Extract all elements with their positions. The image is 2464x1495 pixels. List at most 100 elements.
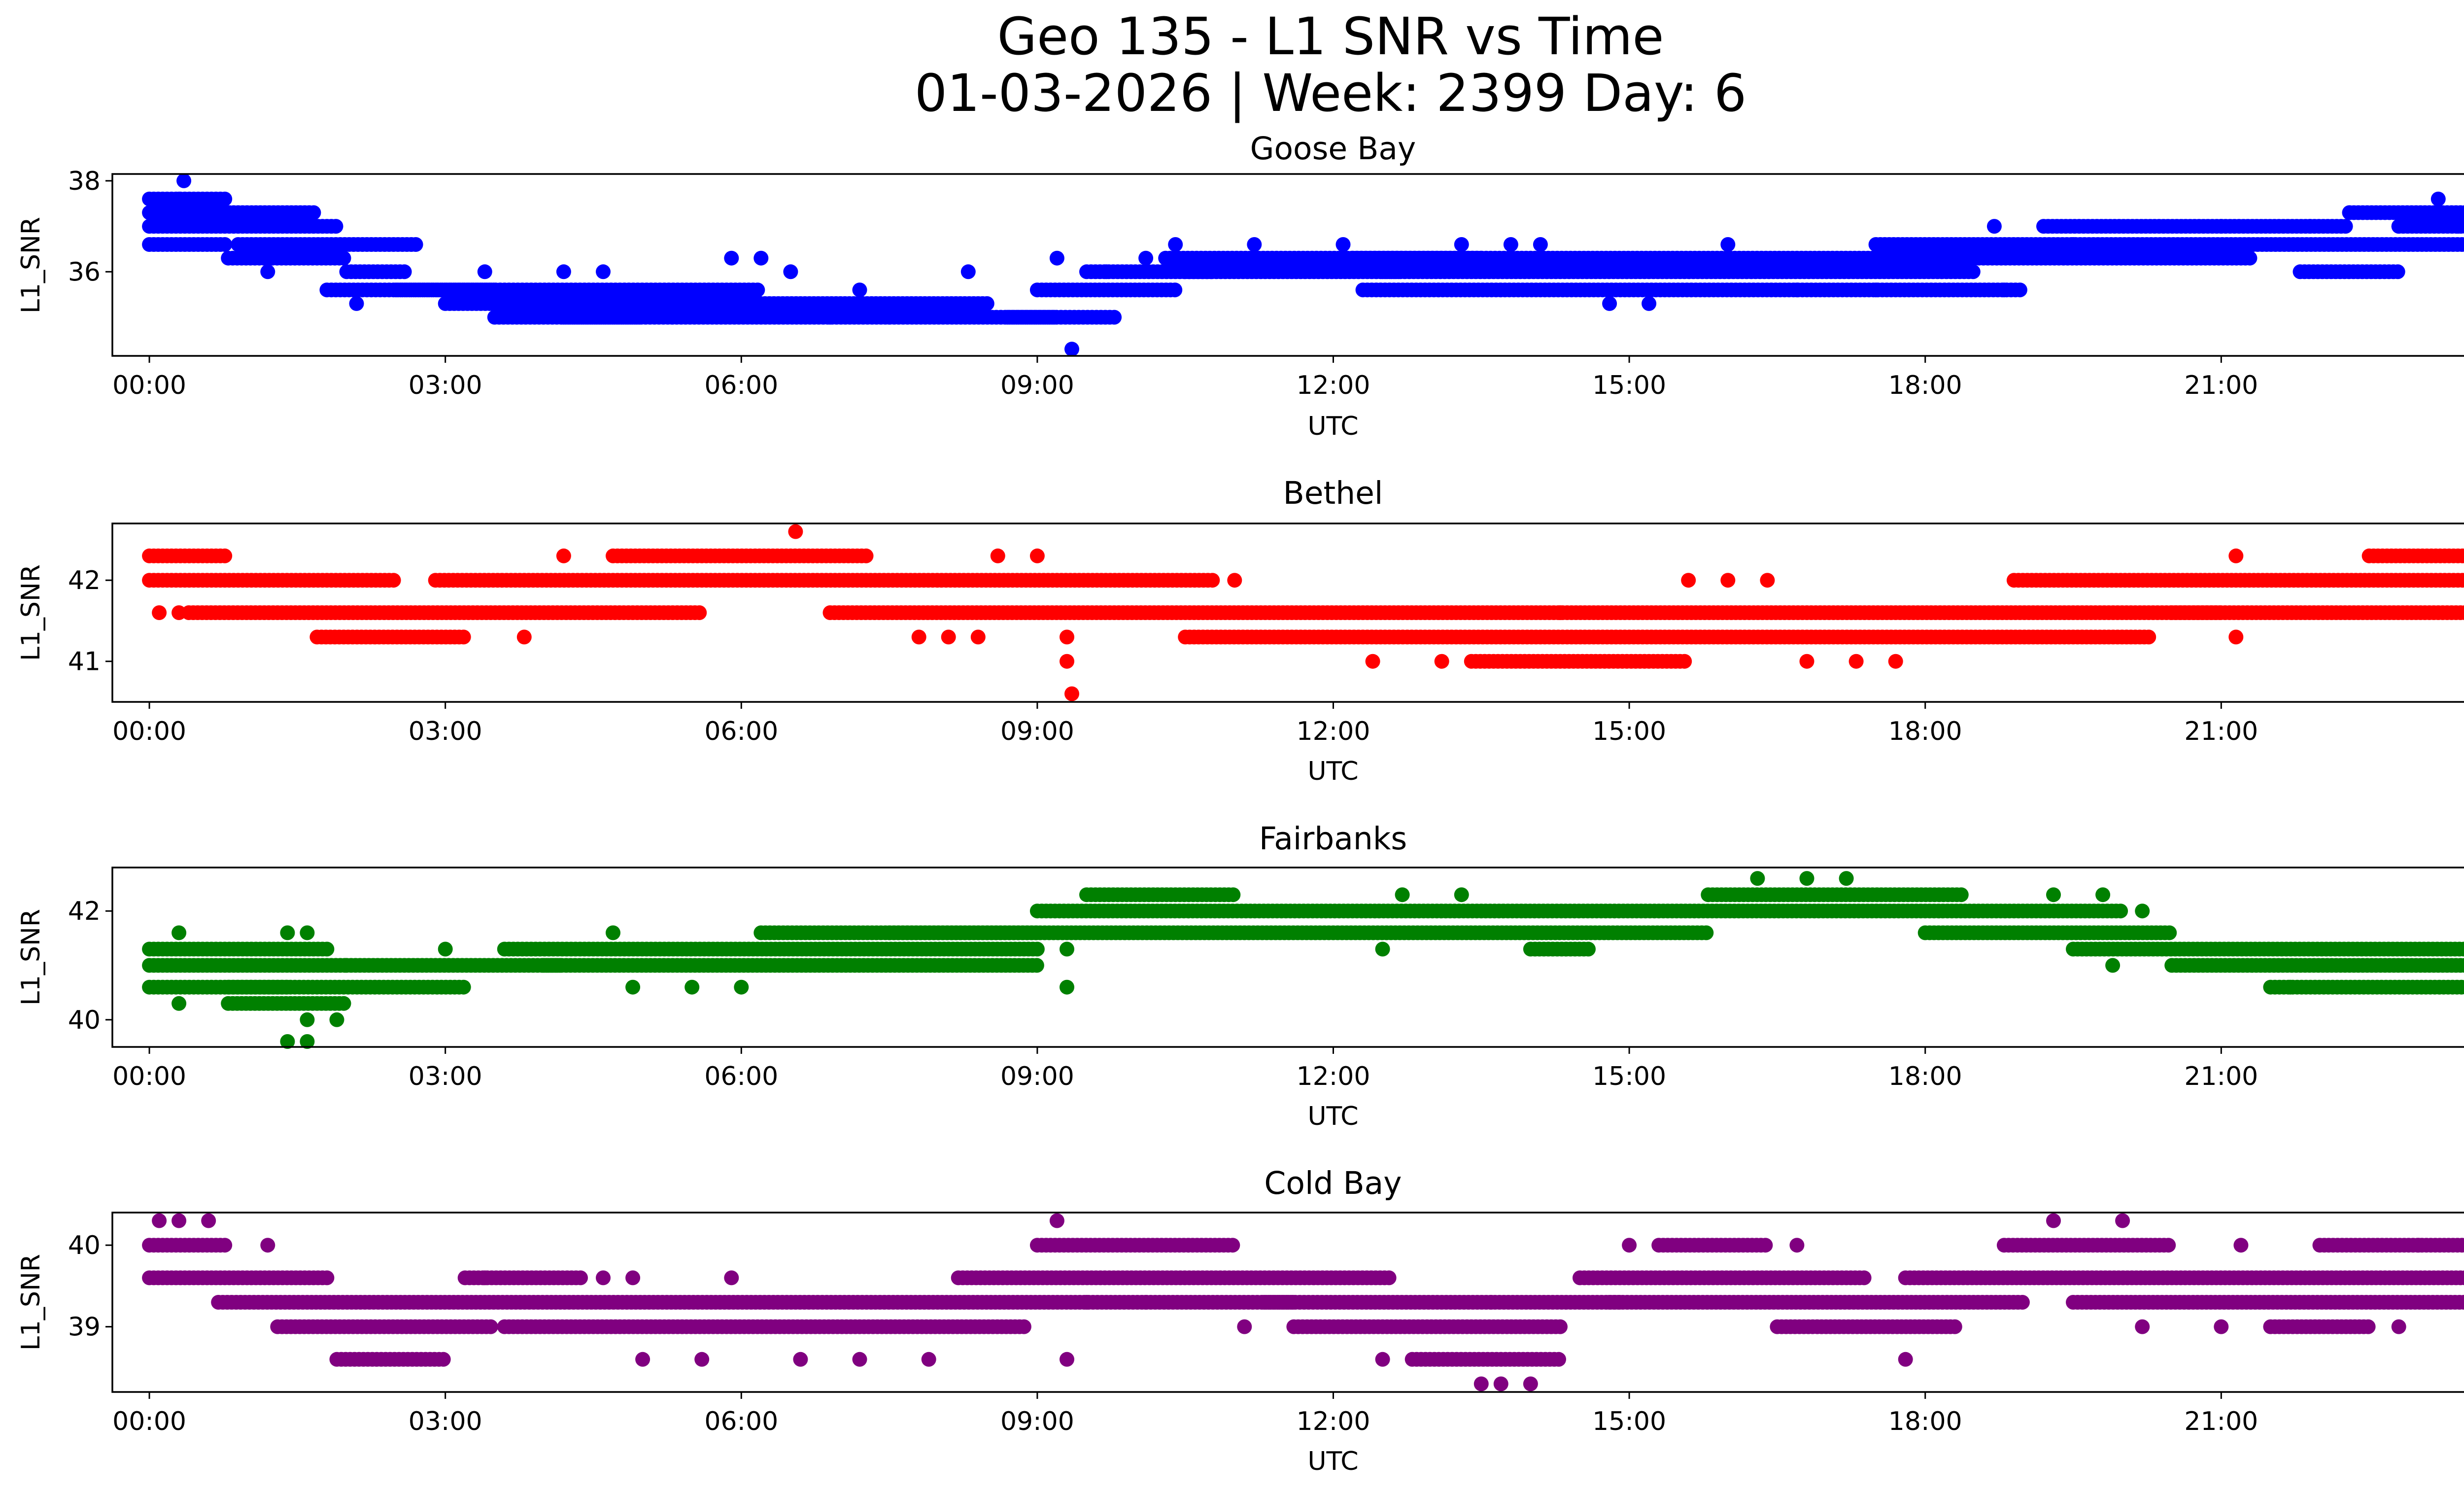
data-point: [882, 310, 897, 325]
data-point: [2214, 219, 2229, 234]
data-point: [1029, 548, 1045, 563]
data-point: [1434, 654, 1449, 669]
data-point: [486, 282, 501, 298]
data-point: [1720, 573, 1736, 588]
data-point: [2459, 237, 2464, 252]
data-point: [1454, 237, 1469, 252]
data-point: [1064, 686, 1079, 701]
data-point: [1953, 887, 1969, 903]
data-point: [2462, 207, 2464, 218]
data-point: [1986, 219, 2002, 234]
data-point: [1581, 941, 1596, 957]
panel-title: Bethel: [1283, 475, 1383, 511]
x-tick-label: 12:00: [1297, 371, 1370, 400]
data-point: [397, 264, 412, 279]
data-point: [970, 629, 986, 645]
x-tick-label: 21:00: [2184, 717, 2258, 746]
data-point: [329, 1012, 344, 1027]
data-point: [1503, 237, 1518, 252]
x-axis-label: UTC: [1307, 757, 1358, 786]
data-point: [1799, 654, 1814, 669]
fairbanks-x-ticks: 00:00 03:00 06:00 09:00 12:00 15:00 18:00 21:00…: [112, 1047, 2258, 1091]
data-point: [1064, 342, 1079, 357]
data-point: [171, 605, 187, 620]
data-point: [606, 925, 620, 940]
data-point: [753, 250, 769, 266]
data-point: [1138, 250, 1154, 266]
data-point: [1168, 237, 1183, 252]
data-point: [2390, 264, 2405, 279]
data-point: [217, 1238, 233, 1253]
data-point: [171, 996, 187, 1011]
data-point: [911, 629, 926, 645]
data-point: [1016, 1319, 1031, 1334]
y-axis-label: L1_SNR: [16, 909, 46, 1006]
data-point: [1677, 654, 1692, 669]
figure-title-line-1: Geo 135 - L1 SNR vs Time: [997, 6, 1664, 67]
data-point: [1965, 264, 1981, 279]
cold-bay-data-points: [142, 1213, 2464, 1391]
x-tick-label: 00:00: [112, 1062, 186, 1091]
data-point: [1642, 296, 1657, 311]
x-axis-label: UTC: [1307, 1102, 1358, 1131]
data-point: [724, 250, 739, 266]
data-point: [1789, 282, 1805, 298]
data-point: [2162, 925, 2177, 940]
data-point: [1227, 573, 1242, 588]
data-point: [1888, 654, 1903, 669]
data-point: [1365, 654, 1380, 669]
data-point: [2141, 629, 2156, 645]
data-point: [2391, 219, 2406, 234]
data-point: [1760, 573, 1775, 588]
data-point: [328, 219, 343, 234]
data-point: [852, 282, 867, 298]
y-tick-label: 40: [68, 1006, 101, 1035]
fairbanks-data-points: [142, 871, 2464, 1049]
data-point: [960, 264, 976, 279]
x-tick-label: 03:00: [409, 1062, 482, 1091]
data-point: [2338, 219, 2353, 234]
data-point: [1226, 887, 1241, 903]
data-point: [1335, 237, 1351, 252]
y-tick-label: 41: [68, 647, 101, 677]
data-point: [260, 264, 275, 279]
data-point: [1060, 654, 1074, 669]
data-point: [1848, 654, 1864, 669]
data-point: [2342, 205, 2357, 220]
bethel-x-ticks: 00:00 03:00 06:00 09:00 12:00 15:00 18:00 21:00…: [112, 702, 2258, 746]
data-point: [2095, 887, 2111, 903]
data-point: [2228, 629, 2244, 645]
x-tick-label: 06:00: [704, 371, 778, 400]
x-tick-label: 15:00: [1592, 1062, 1666, 1091]
data-point: [990, 548, 1005, 563]
data-point: [2457, 205, 2464, 220]
x-tick-label: 06:00: [704, 1062, 778, 1091]
data-point: [1750, 871, 1765, 886]
data-point: [408, 237, 423, 252]
x-tick-label: 12:00: [1297, 717, 1370, 746]
data-point: [556, 264, 571, 279]
data-point: [1107, 310, 1122, 325]
x-tick-label: 00:00: [112, 371, 186, 400]
x-tick-label: 18:00: [1888, 371, 1962, 400]
data-point: [1395, 887, 1410, 903]
data-point: [632, 310, 647, 325]
data-point: [1533, 237, 1548, 252]
data-point: [217, 237, 233, 252]
data-point: [336, 250, 351, 266]
data-point: [858, 548, 874, 563]
data-point: [2228, 548, 2244, 563]
data-point: [822, 310, 838, 325]
y-axis-label: L1_SNR: [16, 217, 46, 313]
data-point: [516, 629, 532, 645]
data-point: [1247, 237, 1262, 252]
data-point: [2135, 904, 2150, 919]
data-point: [349, 296, 364, 311]
data-point: [1060, 941, 1074, 957]
data-point: [1099, 264, 1114, 279]
